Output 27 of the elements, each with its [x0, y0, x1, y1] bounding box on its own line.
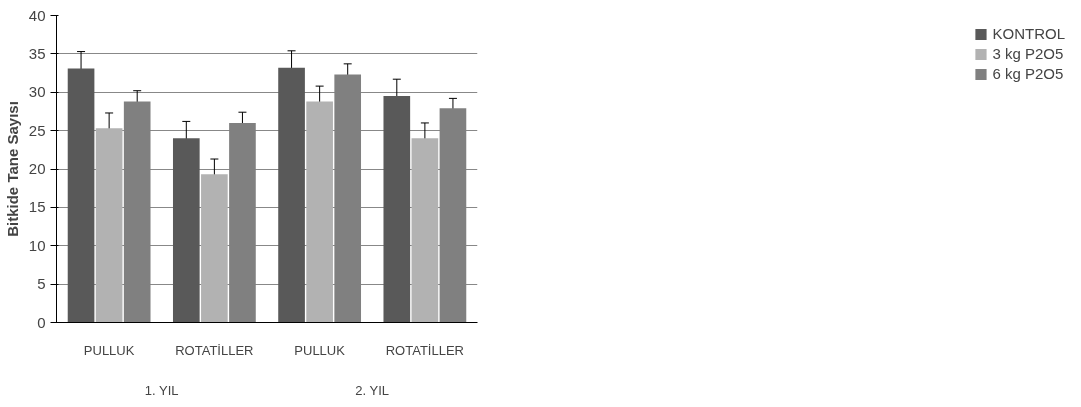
bar: [172, 138, 200, 323]
y-tick-label: 30: [28, 83, 46, 101]
legend-label: 6 kg P2O5: [992, 65, 1064, 82]
y-tick-label: 25: [28, 121, 46, 139]
x-tick-label: PULLUK: [83, 342, 135, 358]
bar: [278, 67, 305, 323]
y-tick-label: 20: [28, 160, 46, 177]
bar: [411, 138, 439, 323]
bar: [201, 174, 228, 323]
bar: [306, 101, 333, 323]
bar: [67, 68, 95, 323]
x-tick-label: ROTATİLLER: [385, 342, 465, 358]
y-axis-title: Bitkide Tane Sayısı: [3, 101, 21, 237]
legend-label: 3 kg P2O5: [992, 45, 1064, 62]
x-tick-label: ROTATİLLER: [175, 342, 254, 358]
y-tick-label: 0: [37, 313, 46, 331]
x-tick-label: PULLUK: [294, 342, 346, 358]
y-tick-label: 10: [28, 236, 46, 254]
y-tick-label: 5: [37, 275, 46, 293]
bar: [95, 128, 123, 323]
y-tick-label: 15: [28, 198, 46, 216]
y-tick-label: 40: [28, 6, 46, 24]
text: 2. YIL: [355, 382, 389, 398]
legend-label: KONTROL: [992, 25, 1065, 42]
y-tick-label: 35: [28, 44, 46, 62]
bar: [383, 96, 411, 323]
text: 1. YIL: [144, 382, 179, 398]
